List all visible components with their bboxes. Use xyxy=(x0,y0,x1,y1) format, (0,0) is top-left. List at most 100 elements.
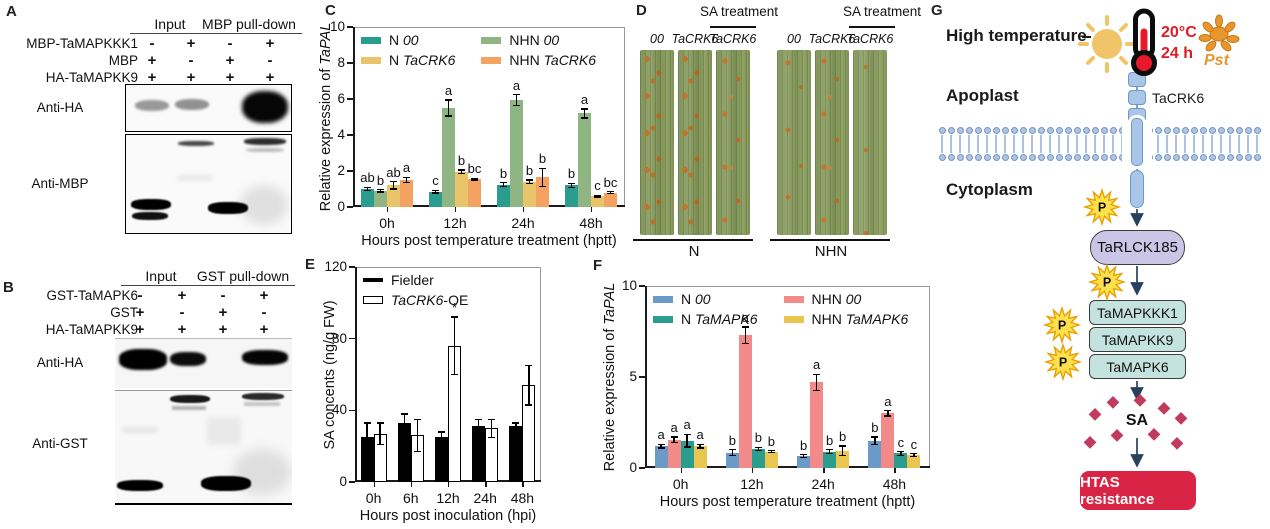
group-caption: N xyxy=(688,243,700,260)
error-bar xyxy=(660,444,662,448)
kinase-node: TaMAPKKK1 xyxy=(1089,300,1186,325)
membrane-lipid-heads xyxy=(938,153,1262,162)
column-header: Input xyxy=(121,268,201,286)
significance-letter: a xyxy=(512,77,521,93)
significance-letter: * xyxy=(451,300,458,316)
y-tick-label: 0 xyxy=(339,474,347,489)
error-cap xyxy=(451,373,458,376)
significance-letter: c xyxy=(897,434,905,450)
blot-band xyxy=(242,393,284,400)
leaf-image xyxy=(853,50,887,235)
y-tick xyxy=(347,98,353,100)
blot-band xyxy=(170,352,206,366)
lane-sign: + xyxy=(177,287,187,304)
error-cap xyxy=(451,316,458,318)
y-tick xyxy=(639,285,645,287)
significance-letter: a xyxy=(444,82,453,98)
y-tick-label: 120 xyxy=(324,259,347,274)
error-cap xyxy=(696,443,704,446)
error-cap xyxy=(445,99,452,101)
lane-sign: - xyxy=(267,52,273,69)
lane-row-label: HA-TaMAPKK9 xyxy=(45,322,138,337)
sa-treatment-underline xyxy=(710,26,756,28)
bar-fielder xyxy=(435,437,448,482)
error-bar xyxy=(366,187,369,191)
significance-letter: b xyxy=(871,420,879,436)
error-cap xyxy=(594,196,601,198)
legend-item: N TaCRK6 xyxy=(361,52,455,68)
error-cap xyxy=(458,169,465,171)
x-tick xyxy=(823,468,825,473)
leaf-group-NHN: SA treatment 00 TaCRK6 TaCRK6 NHN xyxy=(767,0,921,262)
blot-image-anti-ha xyxy=(115,338,292,388)
error-bar xyxy=(434,190,437,194)
error-cap xyxy=(670,441,678,444)
legend-item: NHN 00 xyxy=(783,291,909,307)
y-tick-label: 80 xyxy=(331,330,347,346)
blot-band xyxy=(135,100,169,111)
significance-letter: b xyxy=(839,429,847,445)
x-axis xyxy=(645,466,930,468)
error-bar xyxy=(900,451,902,456)
error-bar xyxy=(583,108,586,118)
error-bar xyxy=(528,180,531,184)
error-cap xyxy=(438,431,445,433)
y-tick-label: 5 xyxy=(629,369,637,384)
leaf-image xyxy=(815,50,849,235)
error-cap xyxy=(813,389,821,392)
lane-sign: + xyxy=(186,69,196,86)
error-cap xyxy=(458,173,465,175)
bar-nhn-tamapk6 xyxy=(693,446,707,468)
error-bar xyxy=(673,437,675,443)
error-cap xyxy=(475,432,483,435)
legend-swatch xyxy=(653,315,673,323)
blot-antibody-label: Anti-HA xyxy=(36,100,84,115)
leaf-genotype-label: TaCRK6 xyxy=(846,32,894,46)
sa-treatment-label: SA treatment xyxy=(699,4,779,19)
bar-nhn-00 xyxy=(667,439,681,468)
bar-n-00 xyxy=(565,185,578,207)
error-cap xyxy=(513,93,520,96)
panel-label-C: C xyxy=(325,2,336,19)
x-tick-label: 48h xyxy=(510,490,535,506)
error-cap xyxy=(488,418,496,420)
x-tick xyxy=(751,468,754,473)
significance-letter: bc xyxy=(467,161,482,177)
legend-item: NHN 00 xyxy=(481,32,596,48)
bar-nhn-00 xyxy=(510,99,523,207)
error-cap xyxy=(568,182,575,184)
bar-n-00 xyxy=(725,452,739,468)
panel-label-B: B xyxy=(3,279,14,296)
error-cap xyxy=(413,450,421,453)
error-cap xyxy=(512,429,520,431)
pathogen-icon xyxy=(1198,14,1240,52)
significance-letter: b xyxy=(754,430,762,446)
panel-label-E: E xyxy=(305,256,316,273)
significance-letter: a xyxy=(683,417,691,433)
error-cap xyxy=(728,454,736,456)
error-cap xyxy=(432,189,439,191)
x-tick-label: 6h xyxy=(403,490,419,506)
error-cap xyxy=(377,189,384,191)
panel-G-signaling-diagram: High temperature 20°C 24 h Pst Apoplast … xyxy=(930,0,1270,529)
lane-sign: + xyxy=(147,69,157,86)
significance-letter: b xyxy=(826,432,834,448)
sa-treatment-underline xyxy=(849,26,895,28)
legend-swatch xyxy=(783,315,804,323)
lane-sign: - xyxy=(261,304,267,321)
blot-antibody-label: Anti-GST xyxy=(32,436,88,451)
error-cap xyxy=(364,190,371,192)
significance-letter: a xyxy=(884,393,892,409)
error-cap xyxy=(513,104,520,106)
significance-letter: a xyxy=(402,160,411,176)
error-bar xyxy=(366,422,368,452)
phospho-letter: P xyxy=(1098,201,1106,215)
error-cap xyxy=(363,450,371,453)
error-bar xyxy=(596,195,599,198)
bar-n-tacrk6 xyxy=(455,171,468,207)
x-tick-label: 12h xyxy=(436,490,460,506)
y-axis xyxy=(355,267,357,482)
column-header: MBP pull-down xyxy=(196,16,302,34)
blot-band xyxy=(244,402,280,406)
error-cap xyxy=(400,431,408,433)
